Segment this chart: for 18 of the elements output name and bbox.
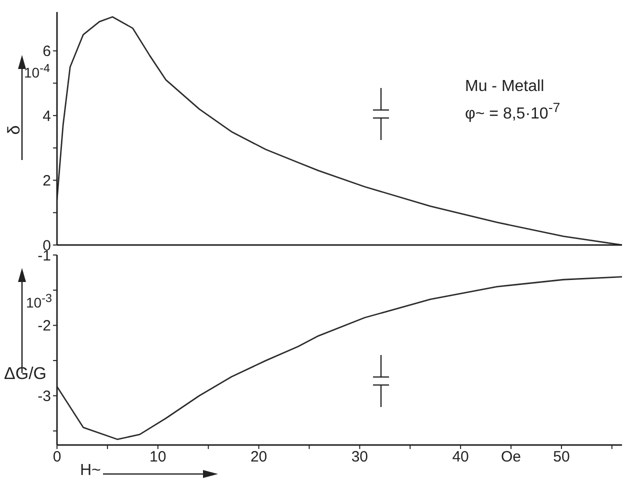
y-tick-label: -3: [38, 388, 51, 406]
y-tick-label: -2: [38, 318, 51, 335]
text: 10$^{-3}$: [26, 292, 52, 311]
x-tick-label: 10: [150, 448, 166, 466]
x-tick-label: Oe: [501, 448, 522, 466]
y-tick-label: 6: [42, 43, 51, 60]
y-axis-title: ΔG/G: [4, 364, 47, 384]
annotation: φ~ = 8,5·10$^{-7}$: [465, 100, 560, 124]
text: 10$^{-4}$: [24, 62, 50, 81]
x-tick-label: 40: [452, 448, 469, 466]
x-tick-label: 20: [250, 448, 268, 466]
annotation: Mu - Metall: [465, 78, 544, 96]
x-axis-title: H~: [80, 462, 101, 480]
x-tick-label: 30: [351, 448, 368, 466]
x-tick-label: 50: [553, 448, 570, 466]
y-tick-label: 4: [42, 108, 51, 125]
y-axis-title: δ: [4, 125, 25, 135]
y-tick-label: 2: [42, 172, 51, 190]
